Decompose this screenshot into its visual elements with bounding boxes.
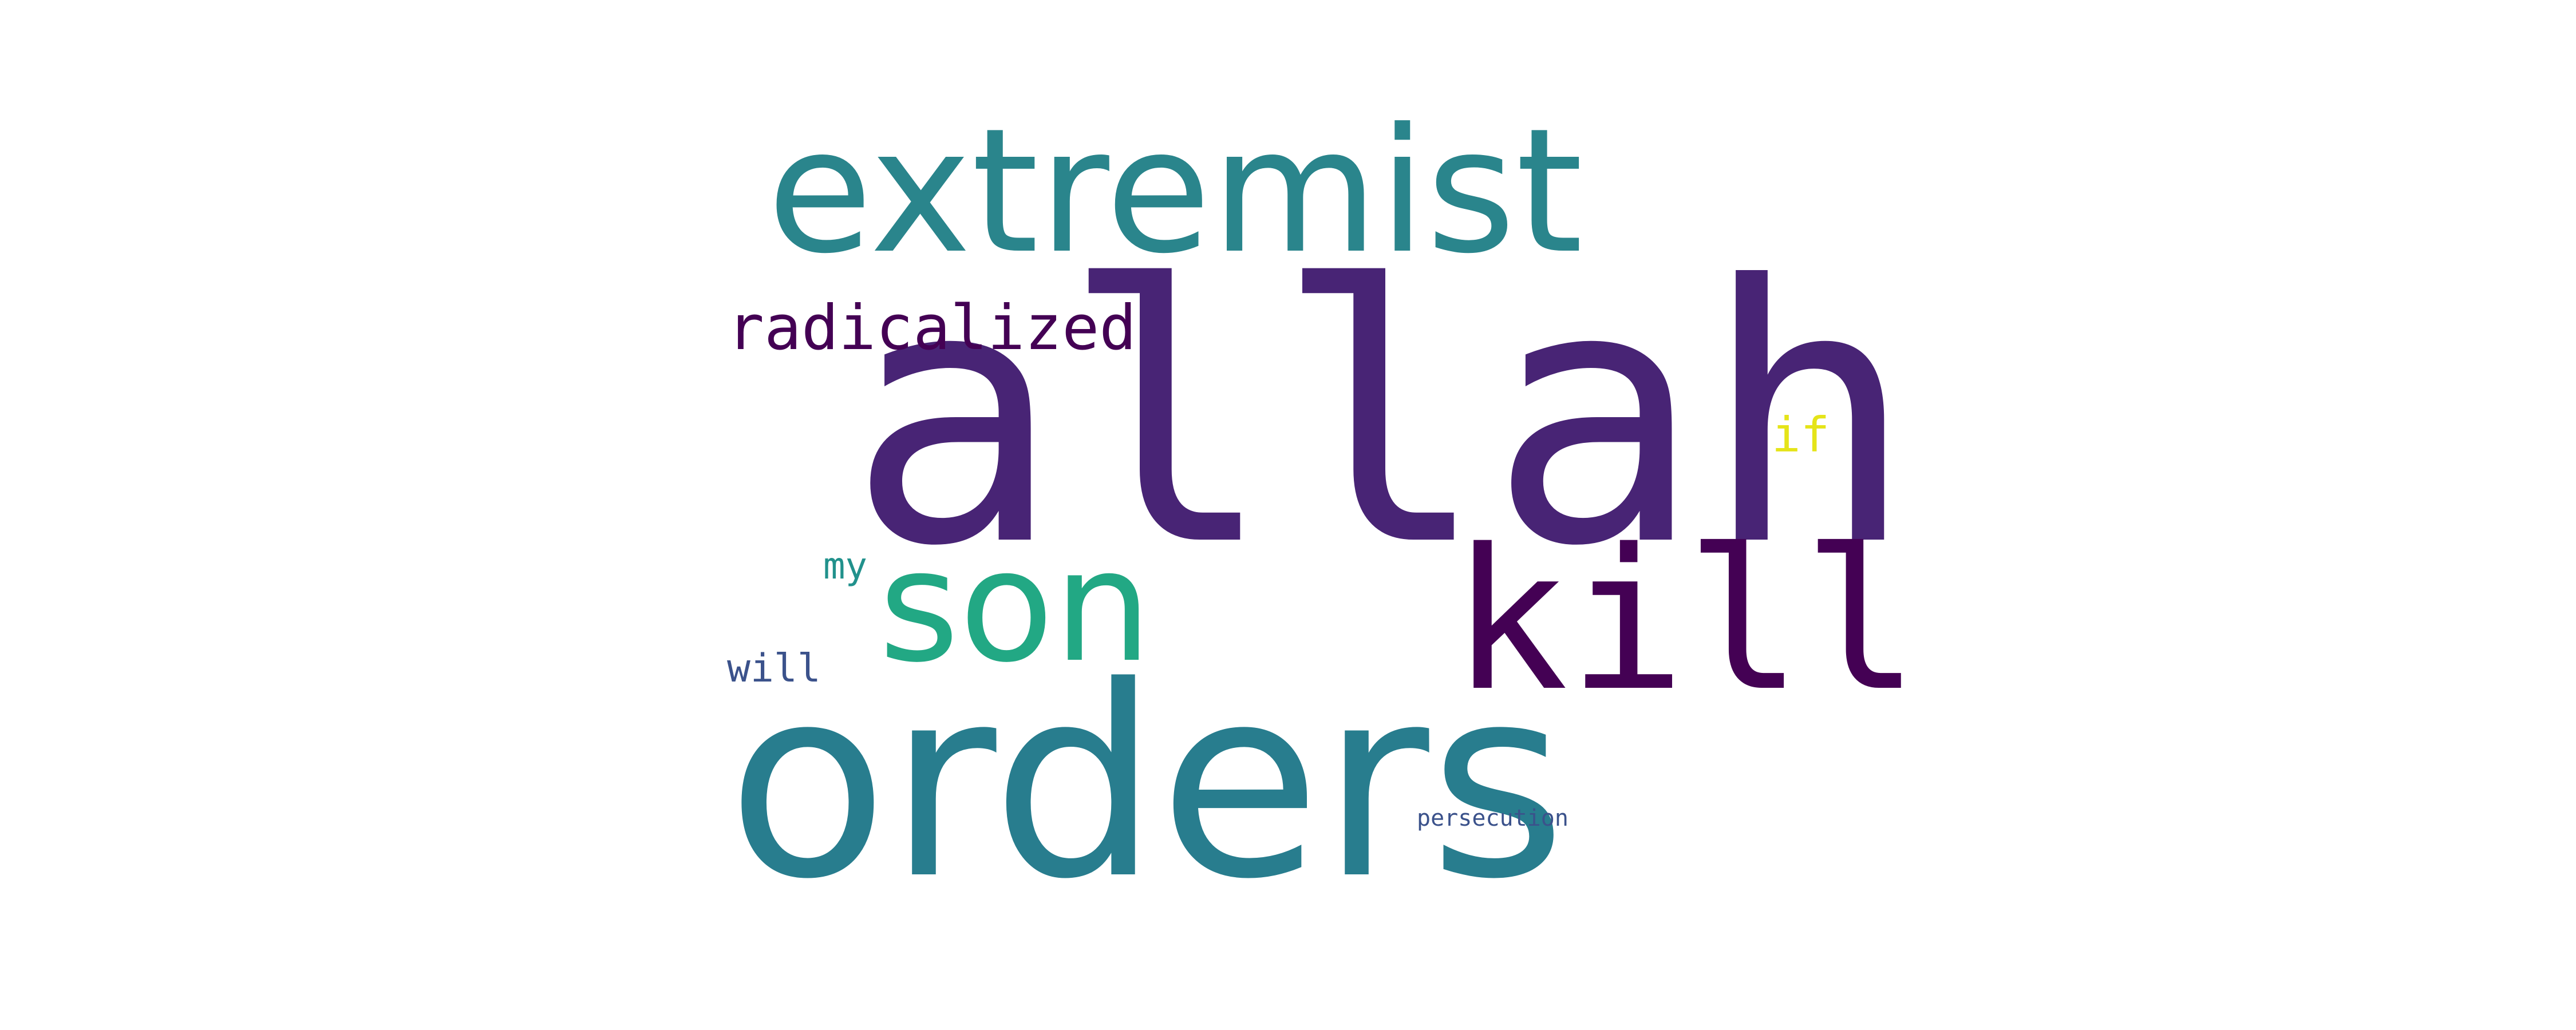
word-kill: kill xyxy=(1451,508,1920,734)
word-orders: orders xyxy=(727,631,1567,937)
word-persecution: persecution xyxy=(1417,805,1568,831)
word-son: son xyxy=(879,516,1152,696)
word-allah: allah xyxy=(847,211,1916,624)
word-extremist: extremist xyxy=(767,92,1583,291)
word-radicalized: radicalized xyxy=(727,292,1137,364)
word-my: my xyxy=(823,545,868,588)
word-if: if xyxy=(1772,407,1830,463)
word-will: will xyxy=(727,646,821,691)
